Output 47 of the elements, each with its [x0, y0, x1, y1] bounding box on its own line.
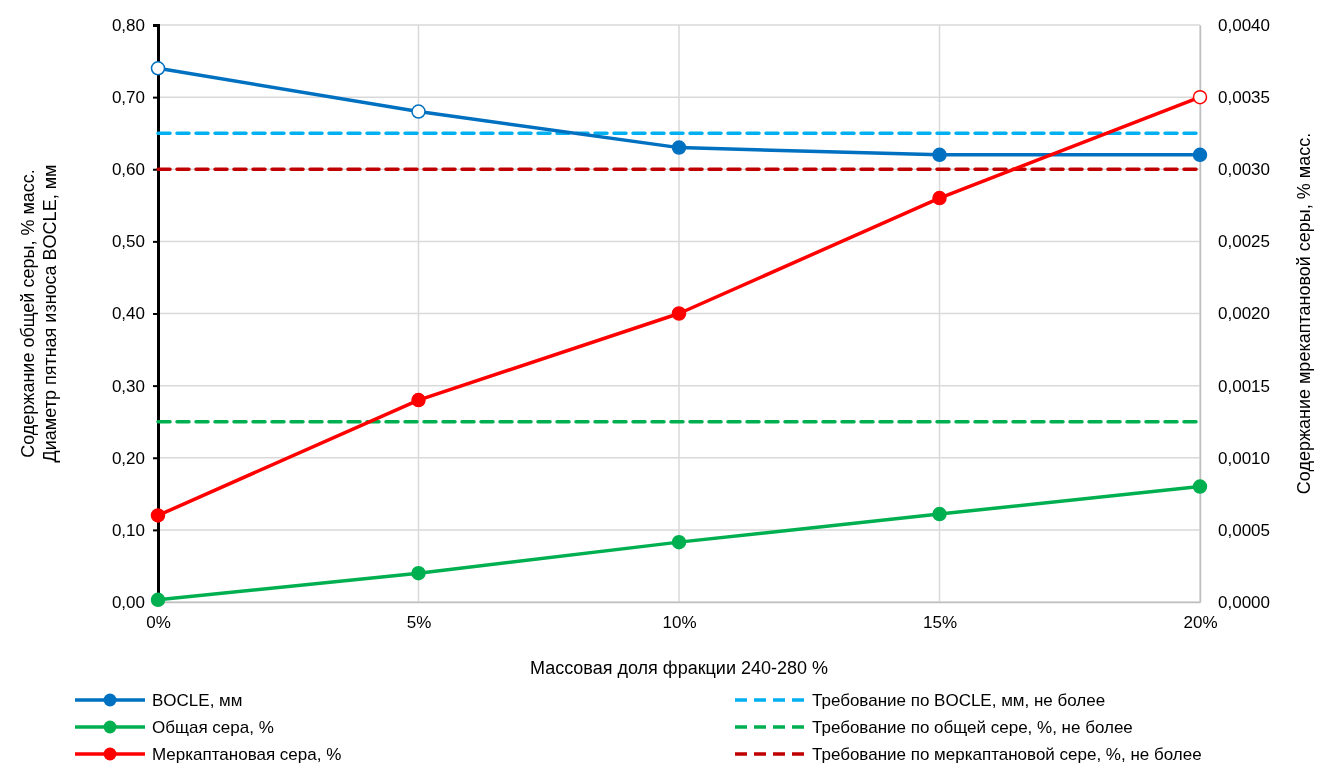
legend-label: Требование по BOCLE, мм, не более — [812, 691, 1106, 710]
y2-tick-label: 0,0000 — [1218, 592, 1270, 612]
y2-tick-label: 0,0025 — [1218, 232, 1270, 252]
point — [932, 147, 947, 163]
y2-tick-label: 0,0040 — [1218, 15, 1270, 35]
y-tick-label: 0,30 — [111, 376, 145, 396]
point — [411, 392, 426, 408]
x-tick-label: 10% — [662, 613, 697, 633]
y-tick-label: 0,10 — [111, 520, 145, 540]
point — [1192, 147, 1208, 163]
x-tick-label: 0% — [146, 613, 171, 633]
y-tick-label: 0,50 — [111, 232, 145, 252]
x-tick-label: 15% — [922, 613, 958, 633]
point — [150, 592, 166, 608]
point — [1192, 479, 1208, 494]
y-tick-label: 0,60 — [111, 160, 145, 180]
y-tick-label: 0,00 — [111, 592, 145, 612]
x-tick-label: 20% — [1183, 613, 1218, 633]
point — [411, 104, 426, 119]
x-axis-title: Массовая доля фракции 240-280 % — [529, 658, 829, 678]
point — [671, 306, 687, 321]
y2-tick-label: 0,0005 — [1218, 520, 1270, 540]
y-tick-label: 0,20 — [111, 448, 145, 468]
y2-axis-title: Содержание мрекаптановой серы, % масс. — [1294, 132, 1314, 495]
y-tick-label: 0,80 — [111, 15, 145, 35]
y2-tick-label: 0,0035 — [1218, 88, 1270, 108]
point — [1192, 89, 1208, 105]
y2-tick-label: 0,0020 — [1218, 304, 1270, 324]
point — [411, 565, 426, 581]
y2-tick-label: 0,0010 — [1218, 448, 1270, 468]
legend-label: Требование по меркаптановой сере, %, не более — [812, 745, 1202, 764]
legend-label: Меркаптановая сера, % — [152, 745, 342, 764]
y-tick-label: 0,40 — [111, 304, 145, 324]
y-tick-label: 0,70 — [111, 88, 145, 108]
point — [671, 140, 687, 155]
legend-label: Общая сера, % — [152, 718, 274, 737]
legend-label: BOCLE, мм — [152, 691, 243, 710]
y2-tick-label: 0,0030 — [1218, 160, 1270, 180]
point — [932, 506, 947, 522]
y-axis-title: Содержание общей серы, % масс. Диаметр пятная износа BOCLE, мм — [18, 164, 60, 463]
point — [932, 190, 947, 206]
x-tick-label: 5% — [406, 613, 432, 633]
point — [150, 61, 166, 76]
point — [150, 508, 166, 523]
point — [671, 534, 687, 550]
y2-tick-label: 0,0015 — [1218, 376, 1270, 396]
legend-label: Требование по общей сере, %, не более — [812, 718, 1133, 737]
